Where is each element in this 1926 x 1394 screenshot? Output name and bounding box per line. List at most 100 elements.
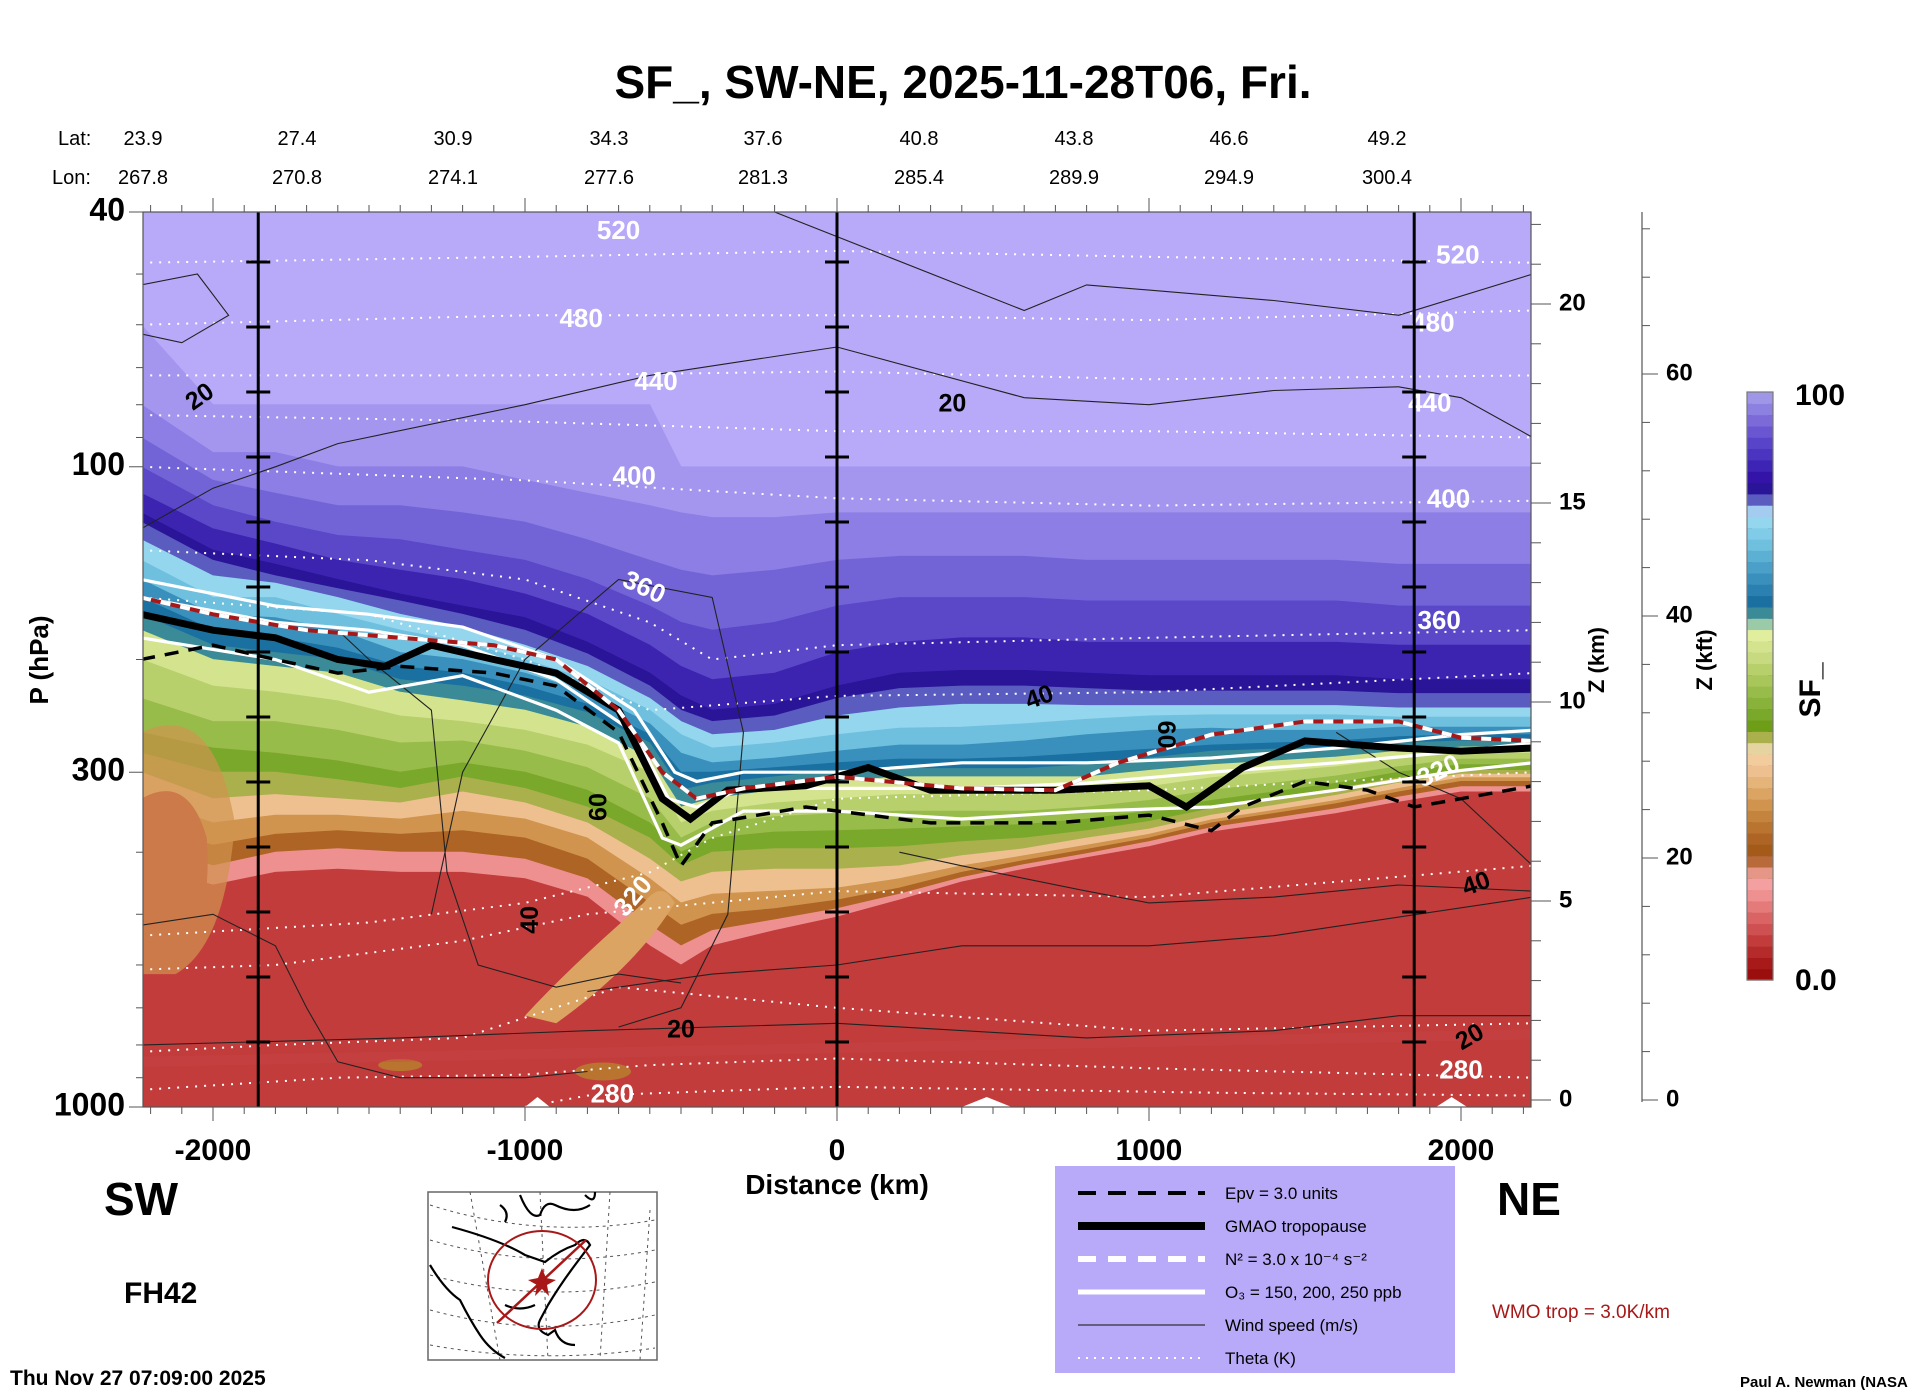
x-tick-label: 1000 xyxy=(1116,1134,1183,1167)
z-kft-tick-label: 20 xyxy=(1666,843,1693,870)
wind-speed-line xyxy=(143,273,230,344)
legend-label: O₃ = 150, 200, 250 ppb xyxy=(1225,1283,1402,1302)
colorbar-swatch xyxy=(1747,753,1773,766)
colorbar-swatch xyxy=(1747,697,1773,710)
colorbar-swatch xyxy=(1747,878,1773,891)
chart-title: SF_, SW-NE, 2025-11-28T06, Fri. xyxy=(614,56,1311,108)
colorbar-swatch xyxy=(1747,776,1773,789)
lon-value: 285.4 xyxy=(894,167,944,189)
colorbar-swatch xyxy=(1747,731,1773,744)
colorbar-swatch xyxy=(1747,482,1773,495)
colorbar-swatch xyxy=(1747,855,1773,868)
colorbar-swatch xyxy=(1747,663,1773,676)
lat-value: 40.8 xyxy=(900,128,939,150)
colorbar-swatch xyxy=(1747,799,1773,811)
colorbar-swatch xyxy=(1747,719,1773,732)
theta-label: 360 xyxy=(1417,605,1460,635)
theta-label: 400 xyxy=(613,461,656,491)
colorbar-swatch xyxy=(1747,674,1773,687)
x-axis-label: Distance (km) xyxy=(745,1169,929,1200)
lon-value: 289.9 xyxy=(1049,167,1099,189)
theta-line xyxy=(143,249,1531,264)
direction-ne: NE xyxy=(1497,1173,1561,1225)
z-kft-tick-label: 60 xyxy=(1666,359,1693,386)
colorbar-swatch xyxy=(1747,392,1773,404)
colorbar-frame xyxy=(1746,391,1774,981)
wind-speed-line xyxy=(143,913,588,1079)
terrain xyxy=(1436,1097,1468,1107)
colorbar-swatch xyxy=(1747,787,1773,800)
y-tick-label: 1000 xyxy=(54,1086,125,1122)
colorbar-max-label: 100 xyxy=(1795,379,1845,412)
colorbar xyxy=(1746,391,1774,981)
field-pocket xyxy=(575,1062,631,1081)
y-tick-label: 300 xyxy=(72,752,125,788)
colorbar-swatch xyxy=(1747,866,1773,879)
lat-lon-header: Lat: Lon: 23.9 27.4 30.9 34.3 37.6 40.8 43.8 46… xyxy=(52,128,1412,189)
n2-line xyxy=(143,595,1531,801)
wmo-note: WMO trop = 3.0K/km xyxy=(1492,1302,1670,1323)
lon-value: 274.1 xyxy=(428,167,478,189)
field-pocket xyxy=(525,890,675,1024)
wind-speed-line xyxy=(587,896,1531,993)
theta-label: 520 xyxy=(597,215,640,245)
lon-value: 277.6 xyxy=(584,167,634,189)
lat-value: 37.6 xyxy=(744,128,783,150)
colorbar-swatch xyxy=(1747,889,1773,902)
lat-value: 43.8 xyxy=(1055,128,1094,150)
colorbar-swatch xyxy=(1747,686,1773,698)
colorbar-swatch xyxy=(1747,527,1773,540)
colorbar-swatch xyxy=(1747,403,1773,416)
theta-line xyxy=(143,771,1531,937)
theta-line xyxy=(143,370,1531,381)
colorbar-swatch xyxy=(1747,618,1773,631)
lon-value: 300.4 xyxy=(1362,167,1412,189)
colorbar-swatch xyxy=(1747,640,1773,653)
colorbar-swatch xyxy=(1747,414,1773,427)
colorbar-swatch xyxy=(1747,550,1773,563)
legend-label: Theta (K) xyxy=(1225,1349,1296,1368)
inset-map xyxy=(427,1191,658,1361)
wind-speed-label: 20 xyxy=(939,389,967,417)
colorbar-swatch xyxy=(1747,425,1773,438)
y-axis-label: P (hPa) xyxy=(24,615,54,704)
colorbar-swatch xyxy=(1747,629,1773,642)
z-km-tick-label: 15 xyxy=(1559,488,1586,515)
theta-label: 280 xyxy=(591,1079,634,1109)
z-kft-tick-label: 40 xyxy=(1666,601,1693,628)
wind-speed-label: 20 xyxy=(667,1015,695,1043)
field-pocket xyxy=(378,1059,423,1072)
colorbar-swatch xyxy=(1747,968,1773,981)
theta-label: 520 xyxy=(1436,240,1479,270)
y-tick-label: 100 xyxy=(72,446,125,482)
x-tick-label: 2000 xyxy=(1428,1134,1495,1167)
wind-speed-line xyxy=(899,851,1531,904)
theta-label: 440 xyxy=(634,366,677,396)
colorbar-swatch xyxy=(1747,810,1773,823)
legend: Epv = 3.0 units GMAO tropopause N² = 3.0 x… xyxy=(1055,1166,1455,1373)
colorbar-swatch xyxy=(1747,821,1773,834)
colorbar-swatch xyxy=(1747,437,1773,450)
colorbar-swatch xyxy=(1747,471,1773,484)
wind-speed-label: 40 xyxy=(516,906,544,934)
lon-value: 281.3 xyxy=(738,167,788,189)
lat-value: 27.4 xyxy=(278,128,317,150)
z-km-tick-label: 10 xyxy=(1559,687,1586,714)
colorbar-swatch xyxy=(1747,516,1773,529)
wind-speed-label: 60 xyxy=(584,793,612,821)
colorbar-swatch xyxy=(1747,708,1773,721)
lat-value: 49.2 xyxy=(1368,128,1407,150)
z-km-tick-label: 20 xyxy=(1559,289,1586,316)
wind-speed-line xyxy=(1335,731,1531,865)
theta-label: 280 xyxy=(1439,1054,1482,1084)
colorbar-swatch xyxy=(1747,493,1773,506)
x-tick-label: -2000 xyxy=(175,1134,252,1167)
axes: -2000 -1000 0 1000 2000 40 100 300 1000 0 5 10 15 20 0… xyxy=(54,191,1693,1167)
wind-speed-line xyxy=(143,1015,1531,1046)
lon-value: 294.9 xyxy=(1204,167,1254,189)
colorbar-swatch xyxy=(1747,572,1773,585)
colorbar-swatch xyxy=(1747,595,1773,608)
x-tick-label: 0 xyxy=(829,1134,846,1167)
colorbar-title: SF_ xyxy=(1794,662,1827,717)
colorbar-swatch xyxy=(1747,606,1773,619)
